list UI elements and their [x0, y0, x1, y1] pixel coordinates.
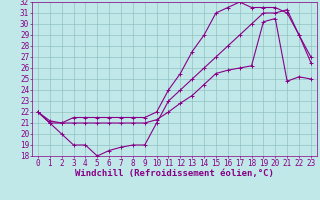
X-axis label: Windchill (Refroidissement éolien,°C): Windchill (Refroidissement éolien,°C) — [75, 169, 274, 178]
